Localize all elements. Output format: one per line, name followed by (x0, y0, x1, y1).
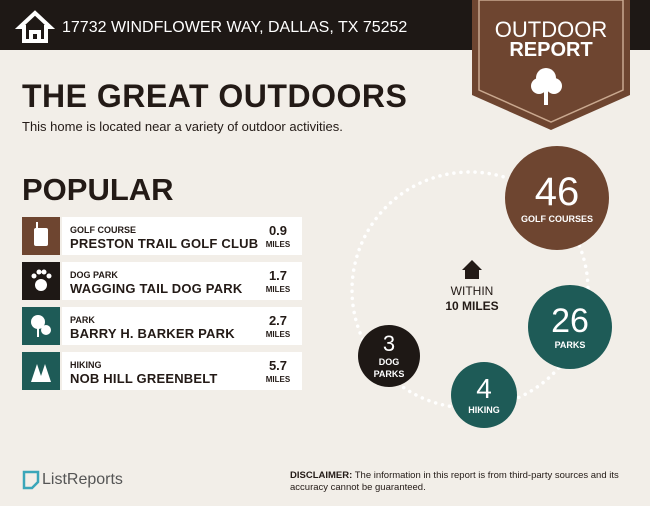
count-label: DOG PARKS (373, 357, 405, 379)
hiking-icon-box (22, 352, 60, 390)
popular-heading: POPULAR (22, 172, 174, 207)
distance: 0.9 (268, 223, 288, 238)
brand: ListReports (42, 471, 123, 488)
popular-row: HIKING NOB HILL GREENBELT 5.7 MILES (22, 352, 302, 390)
distance-unit: MILES (265, 240, 291, 249)
icons (31, 222, 52, 382)
tree-icon (531, 68, 562, 105)
title: THE GREAT OUTDOORS (22, 78, 408, 114)
disclaimer-label: DISCLAIMER: (290, 470, 353, 481)
category: GOLF COURSE (70, 225, 137, 235)
home-icon-small (462, 260, 482, 279)
badge-line2: REPORT (509, 39, 593, 61)
distance-unit: MILES (265, 375, 291, 384)
radius-line2: 10 MILES (445, 299, 499, 313)
row-card: GOLF COURSE PRESTON TRAIL GOLF CLUB 0.9 MIL… (62, 217, 302, 255)
distance: 1.7 (268, 268, 288, 283)
row-card: DOG PARK WAGGING TAIL DOG PARK 1.7 MILES (62, 262, 302, 300)
distance: 5.7 (268, 358, 288, 373)
place-name: NOB HILL GREENBELT (70, 371, 218, 386)
count-label: PARKS (554, 340, 586, 350)
place-name: WAGGING TAIL DOG PARK (70, 281, 243, 296)
place-name: PRESTON TRAIL GOLF CLUB (70, 236, 259, 251)
category: DOG PARK (70, 270, 118, 280)
home-icon (14, 10, 56, 43)
count-circle: 3 DOG PARKS (358, 325, 420, 387)
distance-unit: MILES (265, 330, 291, 339)
count-label: GOLF COURSES (520, 214, 593, 224)
popular-row: PARK BARRY H. BARKER PARK 2.7 MILES (22, 307, 302, 345)
distance: 2.7 (268, 313, 288, 328)
row-card: PARK BARRY H. BARKER PARK 2.7 MILES (62, 307, 302, 345)
count-value: 3 (382, 331, 396, 356)
disclaimer: DISCLAIMER: The information in this repo… (290, 470, 630, 494)
distance-unit: MILES (265, 285, 291, 294)
address: 17732 WINDFLOWER WAY, DALLAS, TX 75252 (62, 19, 408, 36)
subtitle: This home is located near a variety of o… (22, 119, 343, 134)
category: PARK (70, 315, 95, 325)
brand-logo (22, 470, 40, 490)
count-label: HIKING (468, 405, 500, 415)
count-circle: 26 PARKS (528, 285, 612, 369)
badge-border (478, 0, 624, 123)
category: HIKING (70, 360, 102, 370)
radius-line1: WITHIN (450, 284, 494, 298)
count-circle: 46 GOLF COURSES (505, 146, 609, 250)
popular-row: DOG PARK WAGGING TAIL DOG PARK 1.7 MILES (22, 262, 302, 300)
count-value: 26 (551, 302, 589, 340)
count-value: 4 (476, 373, 492, 404)
popular-row: GOLF COURSE PRESTON TRAIL GOLF CLUB 0.9 MIL… (22, 217, 302, 255)
place-name: BARRY H. BARKER PARK (70, 326, 235, 341)
count-circle: 4 HIKING (451, 362, 517, 428)
disclaimer-text: The information in this report is from t… (290, 470, 619, 493)
badge (472, 0, 630, 130)
count-value: 46 (534, 170, 580, 214)
badge-line1: OUTDOOR (494, 17, 608, 42)
row-card: HIKING NOB HILL GREENBELT 5.7 MILES (62, 352, 302, 390)
